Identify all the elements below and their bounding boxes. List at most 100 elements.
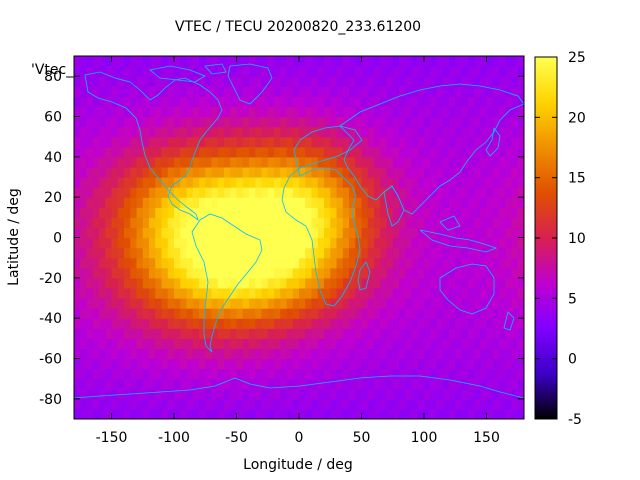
heatmap-cell (299, 177, 306, 188)
heatmap-cell (436, 217, 444, 229)
heatmap-cell (311, 146, 319, 158)
heatmap-cell (174, 156, 181, 168)
heatmap-cell (136, 177, 144, 188)
heatmap-cell (424, 86, 431, 97)
heatmap-cell (330, 388, 338, 400)
heatmap-cell (74, 207, 81, 218)
heatmap-cell (480, 277, 488, 289)
heatmap-cell (236, 106, 244, 118)
heatmap-cell (80, 358, 88, 370)
heatmap-cell (417, 217, 425, 229)
heatmap-cell (249, 267, 256, 279)
heatmap-cell (74, 156, 81, 168)
heatmap-cell (299, 217, 306, 229)
heatmap-cell (155, 338, 163, 350)
heatmap-cell (192, 348, 200, 360)
heatmap-cell (517, 388, 524, 400)
heatmap-cell (330, 177, 338, 188)
heatmap-cell (455, 348, 463, 360)
heatmap-cell (136, 237, 144, 249)
heatmap-cell (255, 298, 263, 309)
heatmap-cell (336, 277, 344, 289)
heatmap-cell (86, 126, 94, 138)
heatmap-cell (130, 146, 138, 158)
heatmap-cell (424, 398, 431, 410)
heatmap-cell (374, 378, 381, 390)
heatmap-cell (449, 247, 456, 259)
heatmap-cell (424, 378, 431, 390)
heatmap-cell (392, 96, 400, 108)
heatmap-cell (367, 187, 375, 198)
heatmap-cell (492, 96, 500, 108)
heatmap-cell (261, 348, 269, 360)
heatmap-cell (436, 257, 444, 269)
x-axis-ticks: -150 -100 -50 0 50 100 150 (96, 56, 500, 446)
heatmap-cell (374, 217, 381, 229)
y-tick-label: 0 (53, 231, 62, 247)
heatmap-cell (236, 146, 244, 158)
heatmap-cell (236, 348, 244, 360)
heatmap-cell (186, 96, 194, 108)
heatmap-cell (386, 177, 394, 188)
heatmap-cell (317, 298, 325, 309)
heatmap-cell (86, 197, 94, 208)
heatmap-cell (511, 56, 519, 67)
heatmap-cell (342, 368, 350, 380)
heatmap-cell (130, 398, 138, 410)
heatmap-cell (174, 257, 181, 269)
heatmap-cell (355, 187, 363, 198)
heatmap-cell (411, 156, 419, 168)
heatmap-cell (299, 267, 306, 279)
heatmap-cell (317, 177, 325, 188)
heatmap-cell (474, 56, 481, 67)
heatmap-cell (261, 318, 269, 329)
heatmap-cell (424, 227, 431, 239)
heatmap-cell (411, 308, 419, 319)
heatmap-cell (261, 187, 269, 198)
heatmap-cell (186, 86, 194, 97)
heatmap-cell (480, 348, 488, 360)
heatmap-cell (417, 227, 425, 239)
heatmap-cell (255, 338, 263, 350)
heatmap-cell (255, 96, 263, 108)
heatmap-cell (186, 398, 194, 410)
heatmap-cell (217, 156, 225, 168)
heatmap-cell (355, 76, 363, 87)
heatmap-cell (374, 257, 381, 269)
heatmap-cell (467, 177, 475, 188)
heatmap-cell (286, 166, 294, 178)
heatmap-cell (311, 227, 319, 239)
heatmap-cell (211, 156, 219, 168)
heatmap-cell (174, 86, 181, 97)
heatmap-cell (199, 318, 206, 329)
heatmap-cell (161, 166, 169, 178)
heatmap-cell (361, 207, 369, 218)
heatmap-cell (199, 338, 206, 350)
heatmap-cell (374, 348, 381, 360)
heatmap-cell (267, 217, 275, 229)
heatmap-cell (211, 207, 219, 218)
heatmap-cell (211, 287, 219, 299)
heatmap-cell (436, 378, 444, 390)
heatmap-cell (392, 318, 400, 329)
heatmap-cell (474, 227, 481, 239)
heatmap-cell (280, 126, 288, 138)
heatmap-cell (280, 166, 288, 178)
heatmap-cell (242, 66, 250, 77)
heatmap-cell (186, 187, 194, 198)
heatmap-cell (261, 116, 269, 128)
heatmap-cell (486, 247, 494, 259)
heatmap-cell (286, 247, 294, 259)
heatmap-cell (311, 388, 319, 400)
heatmap-cell (461, 348, 469, 360)
heatmap-cell (511, 76, 519, 87)
heatmap-cell (474, 136, 481, 148)
heatmap-cell (299, 338, 306, 350)
heatmap-cell (205, 136, 213, 148)
heatmap-cell (392, 408, 400, 419)
heatmap-cell (399, 358, 406, 370)
heatmap-cell (74, 398, 81, 410)
heatmap-cell (511, 388, 519, 400)
heatmap-cell (249, 388, 256, 400)
heatmap-cell (449, 76, 456, 87)
